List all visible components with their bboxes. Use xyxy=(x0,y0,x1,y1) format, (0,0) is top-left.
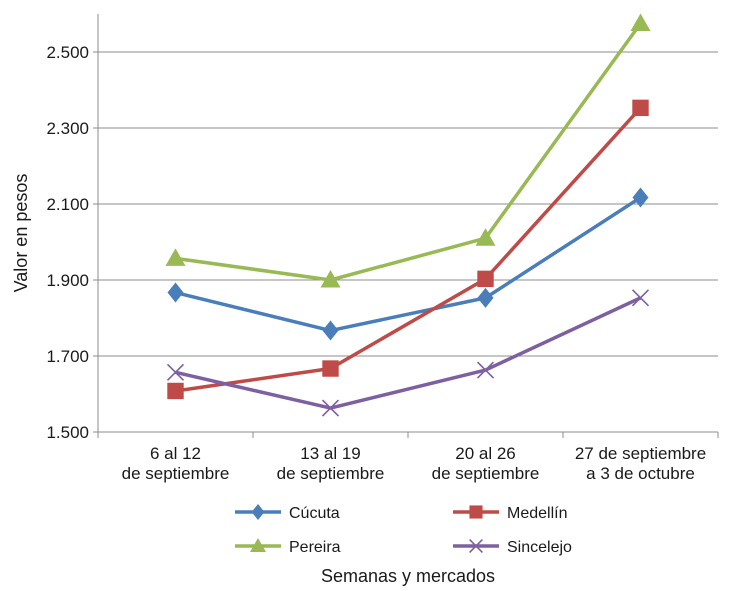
x-tick-label: 27 de septiembre a 3 de octubre xyxy=(575,444,706,483)
legend-label: Medellín xyxy=(507,505,567,522)
x-tick-label: 6 al 12 de septiembre xyxy=(122,444,230,483)
series-pereira xyxy=(165,13,651,288)
y-tick-label: 1.900 xyxy=(46,271,89,290)
y-tick-label: 2.500 xyxy=(46,43,89,62)
y-axis-title: Valor en pesos xyxy=(11,174,31,293)
legend-marker xyxy=(250,538,266,552)
x-tick-label: 13 al 19 de septiembre xyxy=(277,444,385,483)
series-sincelejo xyxy=(166,289,650,417)
legend-item-cucuta: Cúcuta xyxy=(235,504,340,522)
legend-item-sincelejo: Sincelejo xyxy=(453,539,572,556)
data-point-marker xyxy=(167,282,184,303)
data-point-marker xyxy=(630,13,651,31)
data-point-marker xyxy=(477,287,494,308)
data-point-marker xyxy=(631,289,650,307)
legend-label: Cúcuta xyxy=(289,505,340,522)
legend-marker xyxy=(469,505,483,519)
data-point-marker xyxy=(166,363,185,381)
series-line xyxy=(175,196,642,333)
x-axis-ticks: 6 al 12 de septiembre 13 al 19 de septiembr… xyxy=(97,432,719,483)
data-point-marker xyxy=(476,361,495,379)
x-axis-title: Semanas y mercados xyxy=(321,566,495,586)
data-point-marker xyxy=(321,399,340,417)
legend-marker xyxy=(251,504,265,520)
y-axis-ticks: 1.500 1.700 1.900 2.100 2.300 2.500 xyxy=(46,43,98,442)
x-tick-label: 20 al 26 de septiembre xyxy=(432,444,540,483)
legend-label: Sincelejo xyxy=(507,539,572,556)
legend-marker xyxy=(469,539,483,553)
data-point-marker xyxy=(632,99,649,117)
data-point-marker xyxy=(165,248,186,266)
y-tick-label: 2.100 xyxy=(46,195,89,214)
y-tick-label: 1.700 xyxy=(46,347,89,366)
data-point-marker xyxy=(475,228,496,246)
data-point-marker xyxy=(167,382,184,400)
y-tick-label: 2.300 xyxy=(46,119,89,138)
series-line xyxy=(175,296,642,410)
series-cucuta xyxy=(167,187,649,341)
y-tick-label: 1.500 xyxy=(46,423,89,442)
series-line xyxy=(175,106,642,393)
series-medellin xyxy=(167,99,649,400)
legend-item-medellin: Medellín xyxy=(453,505,567,522)
series-group xyxy=(165,13,651,417)
data-point-marker xyxy=(322,320,339,341)
legend: Cúcuta Medellín Pereira Sincelejo xyxy=(235,504,572,556)
data-point-marker xyxy=(477,270,494,288)
legend-label: Pereira xyxy=(289,539,341,556)
legend-item-pereira: Pereira xyxy=(235,538,341,556)
data-point-marker xyxy=(322,360,339,377)
gridlines xyxy=(98,51,718,357)
data-point-marker xyxy=(320,270,341,288)
data-point-marker xyxy=(632,187,649,208)
series-line xyxy=(175,22,642,282)
